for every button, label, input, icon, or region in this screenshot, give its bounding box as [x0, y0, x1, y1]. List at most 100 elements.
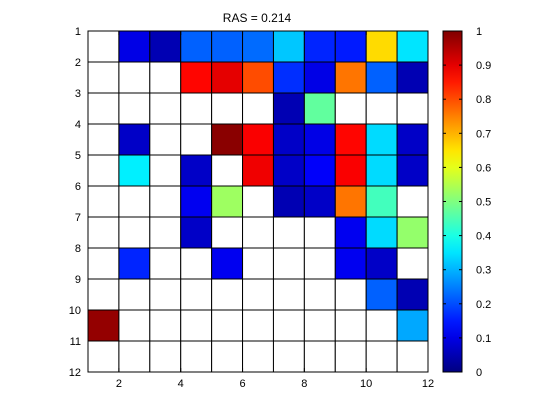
heatmap-cell [242, 154, 274, 187]
heatmap-cell [211, 123, 244, 156]
heatmap-cell [365, 30, 398, 63]
heatmap-cell [242, 123, 274, 156]
heatmap-cell [334, 30, 367, 63]
heatmap-cell [272, 185, 305, 218]
heatmap-cell [211, 30, 244, 63]
heatmap-cell [180, 92, 213, 125]
colorbar-tick-label: 0.1 [476, 333, 491, 345]
heatmap-cell [149, 92, 182, 125]
heatmap-cell [118, 30, 151, 63]
y-tick-label: 7 [75, 212, 81, 224]
heatmap-cell [303, 216, 336, 249]
y-tick-label: 6 [75, 181, 81, 193]
y-tick-label: 12 [69, 367, 81, 379]
y-tick-label: 3 [75, 88, 81, 100]
y-tick-label: 2 [75, 57, 81, 69]
colorbar-tick-label: 0.2 [476, 299, 491, 311]
heatmap-cell [365, 340, 398, 373]
colorbar-tick-label: 0.4 [476, 231, 491, 243]
y-tick-label: 10 [69, 305, 81, 317]
heatmap-cell [87, 154, 120, 187]
heatmap-cell [242, 216, 274, 249]
heatmap-cell [365, 309, 398, 342]
y-tick-label: 11 [70, 336, 81, 348]
heatmap-cell [396, 123, 429, 156]
heatmap-cell [334, 92, 367, 125]
heatmap-cell [87, 247, 120, 280]
heatmap-cell [211, 154, 244, 187]
heatmap-cell [272, 30, 305, 63]
heatmap-cell [118, 216, 151, 249]
heatmap-cell [149, 216, 182, 249]
heatmap-cell [365, 154, 398, 187]
heatmap-cell [272, 340, 305, 373]
heatmap-cell [180, 30, 213, 63]
heatmap-cell [242, 278, 274, 311]
heatmap-cell [365, 278, 398, 311]
heatmap-cell [396, 30, 429, 63]
x-tick-label: 10 [360, 378, 372, 390]
heatmap-cell [87, 340, 120, 373]
heatmap-cell [87, 278, 120, 311]
heatmap-cell [396, 185, 429, 218]
heatmap-cell [211, 278, 244, 311]
heatmap-cell [87, 216, 120, 249]
heatmap-cell [242, 247, 274, 280]
y-tick-label: 1 [75, 26, 81, 38]
heatmap-cell [180, 123, 213, 156]
heatmap-cell [87, 185, 120, 218]
heatmap-cell [242, 309, 274, 342]
heatmap-cell [365, 92, 398, 125]
y-tick-label: 8 [75, 243, 81, 255]
heatmap-cell [118, 247, 151, 280]
heatmap-cell [272, 309, 305, 342]
heatmap-cell [180, 278, 213, 311]
heatmap-cell [396, 154, 429, 187]
heatmap-cell [118, 61, 151, 94]
heatmap-cell [272, 92, 305, 125]
heatmap-cell [118, 185, 151, 218]
heatmap-cell [211, 92, 244, 125]
heatmap-cell [149, 123, 182, 156]
heatmap-cell [303, 61, 336, 94]
heatmap-cell [303, 185, 336, 218]
heatmap-cell [334, 340, 367, 373]
heatmap-cell [272, 278, 305, 311]
heatmap-cell [118, 278, 151, 311]
heatmap-cell [396, 92, 429, 125]
heatmap-cell [242, 30, 274, 63]
heatmap-cell [118, 340, 151, 373]
heatmap-cell [303, 247, 336, 280]
heatmap-cell [334, 216, 367, 249]
heatmap-cell [211, 185, 244, 218]
heatmap-cell [180, 247, 213, 280]
heatmap-cell [272, 154, 305, 187]
heatmap-cell [211, 61, 244, 94]
heatmap-cell [118, 309, 151, 342]
heatmap-cell [87, 123, 120, 156]
heatmap-cell [149, 30, 182, 63]
heatmap-cell [87, 61, 120, 94]
heatmap-cell [242, 92, 274, 125]
chart-title: RAS = 0.214 [223, 11, 292, 25]
heatmap-cell [303, 278, 336, 311]
heatmap-cell [180, 185, 213, 218]
x-tick-label: 2 [116, 378, 122, 390]
colorbar: 0 0.1 0.2 0.3 0.4 0.5 0.6 0.7 0.8 0.9 1 [442, 26, 491, 379]
heatmap-cell [118, 154, 151, 187]
heatmap-cell [242, 185, 274, 218]
colorbar-tick-label: 0.3 [476, 265, 491, 277]
heatmap-cell [180, 216, 213, 249]
y-tick-label: 5 [75, 150, 81, 162]
heatmap-cell [303, 309, 336, 342]
heatmap-cell [180, 309, 213, 342]
colorbar-tick-label: 0 [476, 367, 482, 379]
heatmap-cell [211, 216, 244, 249]
heatmap-cell [118, 92, 151, 125]
heatmap-cell [87, 92, 120, 125]
heatmap-cell [334, 61, 367, 94]
x-tick-label: 6 [239, 378, 245, 390]
heatmap-cell [303, 30, 336, 63]
